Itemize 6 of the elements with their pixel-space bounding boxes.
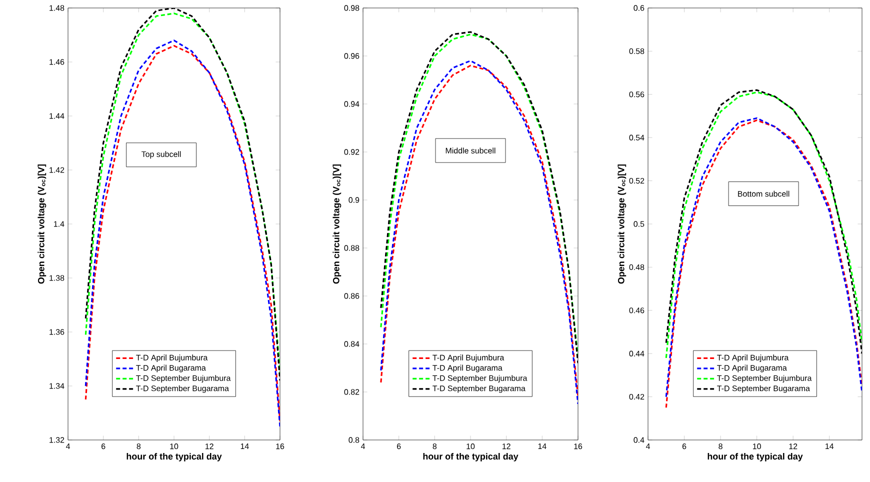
y-axis-title: Open circuit voltage (V$_{oc}$)[V] — [618, 164, 626, 284]
y-axis-title: Open circuit voltage (V$_{oc}$)[V] — [38, 164, 46, 284]
x-axis-title: hour of the typical day — [126, 452, 222, 462]
x-axis-title: hour of the typical day — [708, 452, 803, 462]
y-axis-title: Open circuit voltage (V$_{oc}$)[V] — [332, 164, 342, 284]
x-axis-title: hour of the typical day — [423, 452, 518, 462]
